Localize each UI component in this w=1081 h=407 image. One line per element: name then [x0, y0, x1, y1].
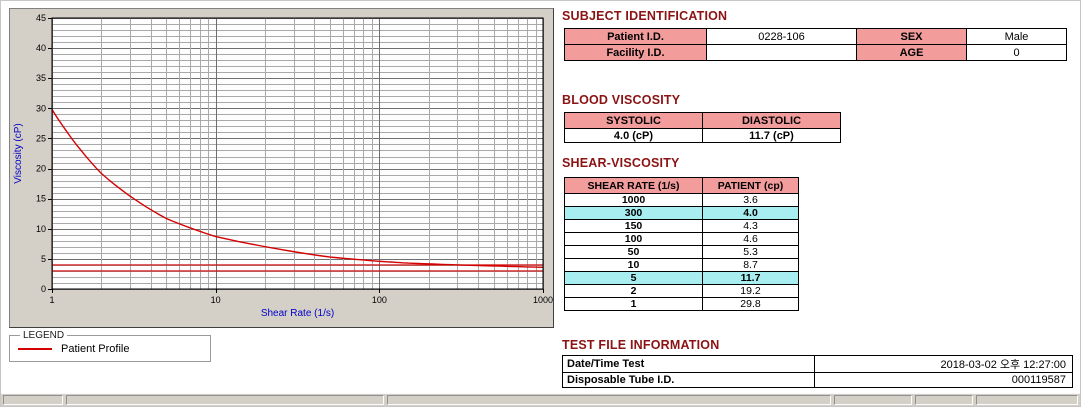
- patient-id-value: 0228-106: [706, 28, 857, 45]
- patient-value-cell: 4.0: [702, 206, 799, 220]
- test-file-information-title: TEST FILE INFORMATION: [562, 338, 720, 352]
- legend-entry: Patient Profile: [18, 343, 202, 355]
- status-bar-segment: [976, 395, 1078, 405]
- shear-row: 100 4.6: [564, 232, 799, 246]
- shear-row: 10 8.7: [564, 258, 799, 272]
- diastolic-value: 11.7 (cP): [702, 128, 841, 143]
- shear-viscosity-chart: 0 5 10 15 20 25 30 35 40 45 1 10 100 1000 Shear Rate (…: [10, 9, 553, 327]
- shear-row: 1 29.8: [564, 297, 799, 311]
- patient-value-cell: 11.7: [702, 271, 799, 285]
- shear-rate-cell: 150: [564, 219, 703, 233]
- shear-row: 300 4.0: [564, 206, 799, 220]
- shear-row: 2 19.2: [564, 284, 799, 298]
- patient-value-cell: 4.6: [702, 232, 799, 246]
- patient-value-cell: 4.3: [702, 219, 799, 233]
- shear-viscosity-table: SHEAR RATE (1/s) PATIENT (cp) 1000 3.6 3…: [564, 177, 799, 311]
- table-row: Date/Time Test 2018-03-02 오후 12:27:00: [562, 355, 1073, 373]
- shear-rate-cell: 10: [564, 258, 703, 272]
- systolic-value: 4.0 (cP): [564, 128, 703, 143]
- shear-rate-cell: 100: [564, 232, 703, 246]
- table-row: Patient I.D. 0228-106 SEX Male: [564, 28, 1067, 45]
- status-bar-segment: [915, 395, 973, 405]
- svg-text:10: 10: [36, 224, 46, 234]
- legend-box: LEGEND Patient Profile: [9, 330, 211, 362]
- disposable-tube-id-value: 000119587: [814, 372, 1073, 388]
- status-bar: [1, 393, 1080, 406]
- shear-viscosity-title: SHEAR-VISCOSITY: [562, 156, 680, 170]
- svg-text:25: 25: [36, 133, 46, 143]
- svg-text:15: 15: [36, 194, 46, 204]
- blood-viscosity-table: SYSTOLIC DIASTOLIC 4.0 (cP) 11.7 (cP): [564, 112, 841, 143]
- patient-header: PATIENT (cp): [702, 177, 799, 194]
- date-time-test-label: Date/Time Test: [562, 355, 815, 373]
- blood-viscosity-title: BLOOD VISCOSITY: [562, 93, 681, 107]
- facility-id-label: Facility I.D.: [564, 44, 707, 61]
- svg-text:1000: 1000: [533, 295, 553, 305]
- shear-rate-cell: 5: [564, 271, 703, 285]
- legend-title: LEGEND: [23, 330, 65, 341]
- shear-rate-cell: 1: [564, 297, 703, 311]
- shear-rate-cell: 300: [564, 206, 703, 220]
- patient-value-cell: 5.3: [702, 245, 799, 259]
- status-bar-segment: [3, 395, 63, 405]
- diastolic-header: DIASTOLIC: [702, 112, 841, 129]
- patient-id-label: Patient I.D.: [564, 28, 707, 45]
- shear-row: 50 5.3: [564, 245, 799, 259]
- test-file-table: Date/Time Test 2018-03-02 오후 12:27:00 Di…: [562, 355, 1073, 388]
- systolic-header: SYSTOLIC: [564, 112, 703, 129]
- age-label: AGE: [856, 44, 967, 61]
- table-row: Disposable Tube I.D. 000119587: [562, 372, 1073, 388]
- svg-text:35: 35: [36, 73, 46, 83]
- svg-text:20: 20: [36, 164, 46, 174]
- patient-profile-line-swatch: [18, 348, 52, 350]
- shear-rate-cell: 50: [564, 245, 703, 259]
- facility-id-value: [706, 44, 857, 61]
- legend-entry-label: Patient Profile: [61, 343, 130, 355]
- svg-text:Shear Rate (1/s): Shear Rate (1/s): [261, 308, 334, 319]
- svg-text:30: 30: [36, 103, 46, 113]
- shear-row: 1000 3.6: [564, 193, 799, 207]
- svg-text:5: 5: [41, 254, 46, 264]
- svg-text:10: 10: [211, 295, 221, 305]
- table-header-row: SHEAR RATE (1/s) PATIENT (cp): [564, 177, 799, 194]
- shear-row: 5 11.7: [564, 271, 799, 285]
- patient-value-cell: 29.8: [702, 297, 799, 311]
- patient-value-cell: 8.7: [702, 258, 799, 272]
- status-bar-segment: [387, 395, 831, 405]
- svg-text:40: 40: [36, 43, 46, 53]
- status-bar-segment: [66, 395, 384, 405]
- svg-text:0: 0: [41, 284, 46, 294]
- date-time-test-value: 2018-03-02 오후 12:27:00: [814, 355, 1073, 373]
- subject-identification-title: SUBJECT IDENTIFICATION: [562, 9, 728, 23]
- status-bar-segment: [834, 395, 912, 405]
- patient-value-cell: 3.6: [702, 193, 799, 207]
- shear-rate-header: SHEAR RATE (1/s): [564, 177, 703, 194]
- report-panel: SUBJECT IDENTIFICATION Patient I.D. 0228…: [562, 9, 1072, 337]
- shear-rate-cell: 2: [564, 284, 703, 298]
- svg-text:1: 1: [49, 295, 54, 305]
- test-file-section: TEST FILE INFORMATION Date/Time Test 201…: [562, 338, 1074, 388]
- viscosity-chart-panel: 0 5 10 15 20 25 30 35 40 45 1 10 100 1000 Shear Rate (…: [9, 8, 554, 328]
- disposable-tube-id-label: Disposable Tube I.D.: [562, 372, 815, 388]
- sex-label: SEX: [856, 28, 967, 45]
- svg-text:100: 100: [372, 295, 387, 305]
- table-header-row: SYSTOLIC DIASTOLIC: [564, 112, 841, 129]
- svg-text:Viscosity (cP): Viscosity (cP): [13, 123, 24, 183]
- table-row: 4.0 (cP) 11.7 (cP): [564, 128, 841, 143]
- shear-row: 150 4.3: [564, 219, 799, 233]
- svg-text:45: 45: [36, 13, 46, 23]
- age-value: 0: [966, 44, 1067, 61]
- sex-value: Male: [966, 28, 1067, 45]
- shear-rate-cell: 1000: [564, 193, 703, 207]
- patient-value-cell: 19.2: [702, 284, 799, 298]
- table-row: Facility I.D. AGE 0: [564, 44, 1067, 61]
- subject-identification-table: Patient I.D. 0228-106 SEX Male Facility …: [564, 28, 1067, 61]
